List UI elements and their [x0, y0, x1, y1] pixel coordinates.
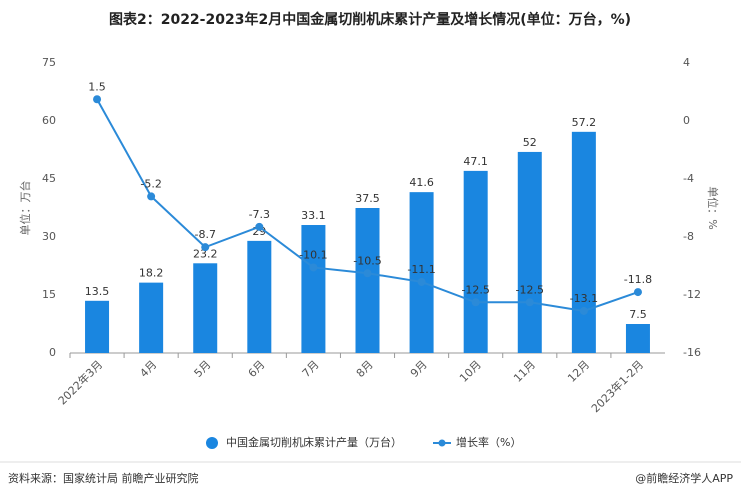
legend-label: 中国金属切削机床累计产量（万台）: [226, 435, 402, 449]
line-point: [309, 263, 318, 272]
x-tick-label: 10月: [457, 358, 484, 385]
bar: [247, 240, 272, 353]
x-tick-label: 9月: [408, 358, 430, 380]
x-tick-label: 12月: [565, 358, 592, 385]
line-point: [633, 288, 642, 297]
legend-label: 增长率（%）: [456, 435, 521, 449]
x-tick-label: 8月: [354, 358, 376, 380]
line-value-label: -10.5: [353, 254, 381, 267]
y2-tick-label: 0: [683, 114, 690, 127]
line-value-label: -11.8: [624, 273, 652, 286]
y-tick-label: 15: [42, 288, 56, 301]
y2-tick-label: -12: [683, 288, 701, 301]
y-tick-label: 75: [42, 56, 56, 69]
line-point: [471, 298, 480, 307]
bar: [139, 282, 164, 353]
line-value-label: -11.1: [407, 263, 435, 276]
legend-swatch: [438, 439, 446, 447]
bar: [85, 300, 110, 353]
line-value-label: -10.1: [299, 248, 327, 261]
chart-title: 图表2：2022-2023年2月中国金属切削机床累计产量及增长情况(单位：万台，…: [109, 11, 631, 28]
source: 资料来源：国家统计局 前瞻产业研究院: [8, 471, 199, 485]
line-value-label: -12.5: [461, 283, 489, 296]
bar: [301, 225, 326, 353]
x-tick-label: 5月: [192, 358, 214, 380]
line-point: [579, 306, 588, 315]
bar: [625, 324, 650, 353]
bar-value-label: 57.2: [572, 116, 597, 129]
y2-tick-label: -16: [683, 346, 701, 359]
line-value-label: -12.5: [516, 283, 544, 296]
line-value-label: -13.1: [570, 292, 598, 305]
bar: [463, 170, 488, 353]
bar: [193, 263, 218, 353]
x-tick-label: 11月: [511, 358, 538, 385]
bar: [409, 192, 434, 353]
bar-value-label: 7.5: [629, 308, 647, 321]
line-point: [147, 192, 156, 201]
bar-value-label: 18.2: [139, 267, 164, 280]
credit: @前瞻经济学人APP: [635, 471, 733, 485]
x-tick-label: 7月: [300, 358, 322, 380]
bar: [355, 208, 380, 353]
bar-value-label: 13.5: [85, 285, 110, 298]
bar-value-label: 52: [523, 136, 537, 149]
y2-tick-label: -4: [683, 172, 694, 185]
y-tick-label: 0: [49, 346, 56, 359]
y2-tick-label: -8: [683, 230, 694, 243]
x-tick-label: 2022年3月: [55, 357, 105, 407]
line-value-label: -5.2: [140, 177, 161, 190]
bar-value-label: 47.1: [463, 155, 488, 168]
legend-swatch: [206, 437, 218, 449]
bar-value-label: 37.5: [355, 192, 380, 205]
y-axis-label: 单位：万台: [18, 181, 32, 236]
bar-value-label: 23.2: [193, 247, 218, 260]
y2-tick-label: 4: [683, 56, 690, 69]
y-tick-label: 60: [42, 114, 56, 127]
y2-axis-label: 单位：%: [706, 186, 720, 229]
y-tick-label: 30: [42, 230, 56, 243]
line-value-label: -8.7: [194, 228, 215, 241]
line-point: [363, 269, 372, 278]
y-tick-label: 45: [42, 172, 56, 185]
x-tick-label: 4月: [137, 358, 159, 380]
line-point: [201, 243, 210, 252]
bar-value-label: 33.1: [301, 209, 326, 222]
line-point: [255, 222, 264, 231]
line-point: [417, 277, 426, 286]
x-tick-label: 2023年1-2月: [588, 357, 646, 415]
line-point: [525, 298, 534, 307]
bar-value-label: 41.6: [409, 176, 434, 189]
x-tick-label: 6月: [246, 358, 268, 380]
bar: [571, 131, 596, 353]
line-point: [93, 95, 102, 104]
line-value-label: 1.5: [88, 80, 106, 93]
line-value-label: -7.3: [249, 208, 270, 221]
bar: [517, 151, 542, 353]
